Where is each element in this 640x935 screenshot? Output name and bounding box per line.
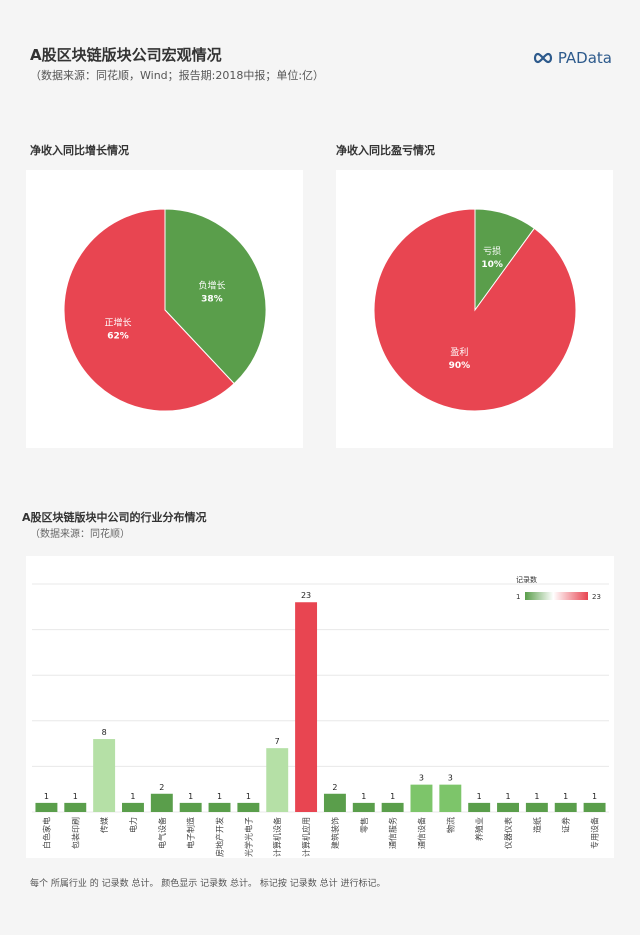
bar-subtitle: （数据来源：同花顺）: [30, 529, 130, 540]
bar-value-label-2: 8: [102, 728, 107, 737]
bar-12: [381, 802, 404, 812]
x-tick-label-14: 物流: [445, 817, 455, 833]
x-tick-label-5: 电子制造: [186, 817, 196, 849]
bar-3: [122, 802, 144, 812]
bar-value-label-1: 1: [73, 792, 78, 801]
bar-value-label-19: 1: [592, 792, 597, 801]
x-tick-label-4: 电气设备: [157, 817, 167, 849]
x-tick-label-10: 建筑装饰: [330, 817, 340, 849]
bar-10: [323, 793, 346, 812]
bar-value-label-9: 23: [301, 591, 311, 600]
bar-value-label-14: 3: [448, 774, 453, 783]
x-tick-label-2: 传媒: [99, 817, 109, 833]
logo-text: PAData: [557, 49, 612, 67]
bar-value-label-12: 1: [390, 792, 395, 801]
x-tick-label-16: 仪器仪表: [503, 817, 513, 849]
bar-value-label-16: 1: [505, 792, 510, 801]
bar-8: [266, 748, 289, 812]
footer-note: 每个 所属行业 的 记录数 总计。 颜色显示 记录数 总计。 标记按 记录数 总…: [30, 879, 386, 889]
x-tick-label-11: 零售: [359, 817, 369, 833]
bar-7: [237, 802, 260, 812]
legend-title: 记录数: [516, 575, 537, 584]
x-tick-label-7: 光学光电子: [243, 817, 253, 857]
infinity-icon: [533, 52, 552, 64]
x-tick-label-6: 房地产开发: [215, 817, 225, 857]
x-tick-label-18: 证券: [561, 817, 571, 833]
pie1-title: 净收入同比增长情况: [30, 144, 129, 157]
pie2-slice-1: [373, 208, 577, 412]
x-tick-label-19: 专用设备: [590, 817, 600, 849]
bar-value-label-4: 2: [159, 783, 164, 792]
pie1-slice-label-0: 负增长: [198, 279, 225, 291]
x-tick-label-9: 计算机应用: [301, 817, 311, 857]
pie2-slice-pct-1: 90%: [449, 361, 471, 371]
page-subtitle: （数据来源：同花顺，Wind；报告期:2018中报；单位:亿）: [30, 69, 325, 82]
bar-value-label-3: 1: [130, 792, 135, 801]
bar-value-label-7: 1: [246, 792, 251, 801]
bar-6: [208, 802, 231, 812]
bar-15: [468, 802, 491, 812]
bar-title: A股区块链版块中公司的行业分布情况: [22, 511, 207, 524]
bar-value-label-0: 1: [44, 792, 49, 801]
bar-16: [497, 802, 519, 812]
bar-1: [64, 802, 87, 812]
bar-9: [295, 602, 318, 812]
bar-5: [179, 802, 202, 812]
bar-value-label-17: 1: [534, 792, 539, 801]
x-tick-label-1: 包装印刷: [70, 817, 80, 849]
legend-max: 23: [592, 593, 601, 601]
legend-min: 1: [516, 593, 520, 601]
bar-value-label-10: 2: [332, 783, 337, 792]
pie-chart-profit: 亏损 10% 盈利 90%: [373, 208, 577, 412]
bar-13: [410, 784, 433, 812]
x-tick-label-8: 计算机设备: [272, 817, 282, 857]
pie1-slice-0: [164, 208, 267, 385]
bar-value-label-8: 7: [275, 737, 280, 746]
pie2-panel: 亏损 10% 盈利 90%: [336, 170, 613, 448]
x-tick-label-15: 养殖业: [474, 817, 484, 841]
pie1-slice-pct-0: 38%: [201, 294, 223, 304]
bar-panel: 记录数 1 23 1 白色家电 1 包装印刷 8 传媒 1 电力 2 电气设备 1 电子制造 1 房地产开发 1 光…: [26, 556, 614, 858]
page-title: A股区块链版块公司宏观情况: [30, 46, 222, 64]
bar-value-label-18: 1: [563, 792, 568, 801]
pie1-slice-label-1: 正增长: [105, 317, 132, 329]
bar-value-label-11: 1: [361, 792, 366, 801]
bar-11: [352, 802, 375, 812]
x-tick-label-0: 白色家电: [41, 817, 51, 849]
pie2-slice-label-0: 亏损: [483, 245, 501, 257]
pie1-slice-1: [63, 208, 235, 412]
x-tick-label-12: 通信服务: [388, 817, 398, 849]
logo: PAData: [532, 49, 612, 67]
pie1-panel: 负增长 38% 正增长 62%: [26, 170, 303, 448]
pie1-slice-pct-1: 62%: [107, 332, 129, 342]
legend-gradient: [525, 592, 588, 600]
bar-17: [525, 802, 548, 812]
bar-value-label-13: 3: [419, 774, 424, 783]
bar-2: [93, 739, 116, 812]
pie2-slice-pct-0: 10%: [481, 260, 503, 270]
bar-14: [439, 784, 462, 812]
bar-0: [35, 802, 58, 812]
x-tick-label-3: 电力: [128, 817, 138, 833]
bar-value-label-5: 1: [188, 792, 193, 801]
x-tick-label-17: 造纸: [532, 817, 542, 833]
x-tick-label-13: 通信设备: [416, 817, 426, 849]
pie2-slice-label-1: 盈利: [450, 346, 468, 358]
pie2-title: 净收入同比盈亏情况: [336, 144, 435, 157]
bar-19: [583, 802, 606, 812]
bar-18: [554, 802, 577, 812]
bar-value-label-15: 1: [477, 792, 482, 801]
bar-4: [150, 793, 173, 812]
pie-chart-growth: 负增长 38% 正增长 62%: [63, 208, 267, 412]
bar-value-label-6: 1: [217, 792, 222, 801]
